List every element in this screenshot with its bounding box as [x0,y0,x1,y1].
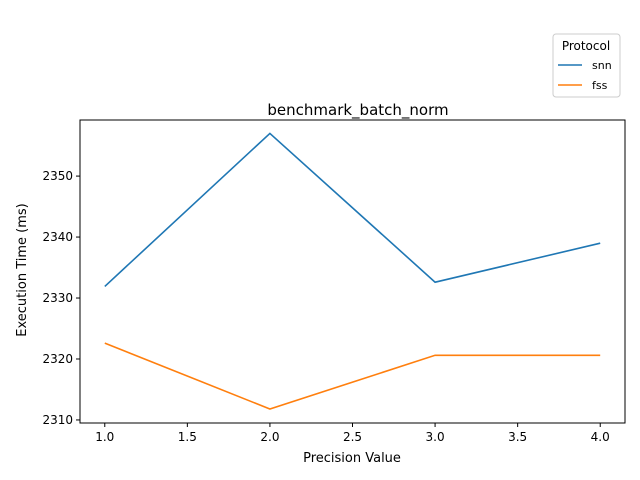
chart-title: benchmark_batch_norm [267,101,448,120]
y-tick-label: 2310 [42,413,73,427]
plot-area: 1.0 1.5 2.0 2.5 3.0 3.5 4.0 2310 2320 2330 2340 235… [42,119,626,444]
x-tick-label: 2.0 [260,430,279,444]
legend-label-fss: fss [592,79,608,92]
y-tick-label: 2320 [42,352,73,366]
x-tick-label: 1.5 [178,430,197,444]
y-tick-label: 2340 [42,230,73,244]
x-tick-label: 3.5 [508,430,527,444]
x-tick-label: 2.5 [343,430,362,444]
series-line-fss [104,342,601,410]
legend-label-snn: snn [592,59,612,72]
axes-frame [79,119,626,424]
series-line-snn [104,132,601,287]
x-tick-label: 1.0 [95,430,114,444]
legend: Protocol snn fss [552,33,621,98]
legend-frame [552,33,621,98]
legend-title: Protocol [562,39,610,53]
y-tick-label: 2350 [42,169,73,183]
x-tick-label: 4.0 [591,430,610,444]
legend-items: snn fss [558,59,612,92]
x-tick-label: 3.0 [426,430,445,444]
y-tick-label: 2330 [42,291,73,305]
y-axis-title: Execution Time (ms) [15,203,30,336]
x-axis-title: Precision Value [303,451,401,466]
